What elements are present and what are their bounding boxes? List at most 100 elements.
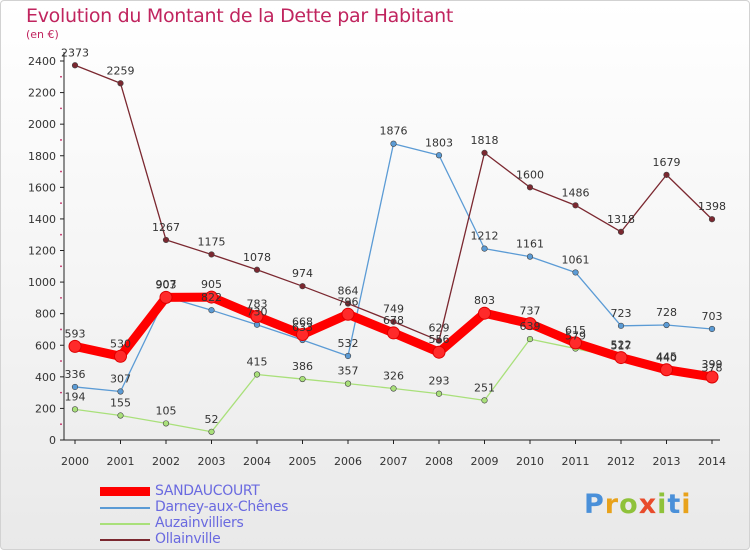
data-label-ollainville: 1078 [243, 251, 271, 264]
data-label-sandaucourt: 445 [656, 351, 677, 364]
y-minor-tick [60, 139, 62, 141]
data-point-auzainvilliers [344, 380, 352, 387]
data-label-sandaucourt: 556 [429, 333, 450, 346]
x-tick-label: 2005 [289, 455, 317, 468]
data-point-darney-aux-chenes [117, 388, 124, 395]
data-label-darney-aux-chenes: 822 [201, 291, 222, 304]
x-tick-label: 2010 [516, 455, 544, 468]
data-point-darney-aux-chenes [708, 325, 716, 333]
data-point-ollainville [390, 318, 397, 325]
legend-label: Ollainville [155, 531, 221, 547]
y-tick-label: 1400 [28, 213, 56, 226]
data-point-ollainville [344, 300, 352, 307]
data-point-ollainville [481, 149, 488, 157]
data-label-darney-aux-chenes: 1212 [471, 230, 499, 243]
data-point-sandaucourt [705, 370, 719, 384]
data-label-darney-aux-chenes: 907 [156, 278, 177, 291]
data-point-auzainvilliers [390, 385, 397, 392]
data-label-auzainvilliers: 378 [702, 361, 723, 374]
x-tick-label: 2006 [334, 455, 362, 468]
x-tick-label: 2011 [562, 455, 590, 468]
y-minor-tick [60, 170, 62, 173]
data-point-sandaucourt [68, 339, 82, 353]
data-point-sandaucourt [296, 328, 309, 342]
data-point-auzainvilliers [162, 420, 170, 427]
data-label-sandaucourt: 668 [292, 316, 313, 329]
y-minor-tick [60, 423, 62, 426]
x-tick-label: 2002 [152, 455, 180, 468]
x-tick-label: 2001 [107, 455, 135, 468]
data-point-ollainville [71, 62, 79, 69]
y-minor-tick [60, 391, 62, 394]
data-label-ollainville: 2373 [61, 46, 89, 59]
data-label-sandaucourt: 522 [611, 339, 632, 352]
data-label-ollainville: 974 [292, 267, 313, 280]
data-label-auzainvilliers: 251 [474, 381, 495, 394]
data-point-ollainville [253, 266, 261, 273]
data-label-darney-aux-chenes: 633 [292, 321, 313, 334]
data-point-sandaucourt [205, 290, 218, 304]
data-label-sandaucourt: 530 [110, 337, 131, 350]
data-point-sandaucourt [478, 306, 491, 320]
y-tick-label: 1600 [28, 181, 56, 194]
proxiti-logo: Proxiti [584, 489, 692, 520]
chart-title: Evolution du Montant de la Dette par Hab… [26, 5, 454, 27]
data-point-sandaucourt [159, 290, 173, 304]
y-minor-tick [60, 328, 62, 331]
data-label-sandaucourt: 903 [156, 278, 177, 291]
x-tick-label: 2014 [698, 455, 726, 468]
data-label-sandaucourt: 678 [383, 314, 404, 327]
data-label-auzainvilliers: 52 [205, 413, 219, 426]
y-tick-label: 2000 [28, 118, 56, 131]
data-point-ollainville [526, 184, 534, 191]
logo-letter: i [657, 489, 668, 520]
logo-letter: P [584, 489, 605, 520]
legend-label: Auzainvilliers [155, 515, 244, 531]
y-tick-label: 600 [35, 339, 56, 352]
y-minor-tick [60, 265, 62, 268]
data-point-ollainville [208, 251, 215, 258]
y-tick-label: 1000 [28, 276, 56, 289]
legend-swatch [100, 487, 150, 496]
data-label-sandaucourt: 905 [201, 278, 222, 291]
legend-swatch [100, 523, 150, 525]
data-label-ollainville: 1818 [471, 134, 499, 147]
data-point-sandaucourt [432, 345, 446, 359]
y-tick-label: 800 [35, 308, 56, 321]
data-label-darney-aux-chenes: 728 [656, 306, 677, 319]
x-tick-label: 2003 [198, 455, 226, 468]
data-point-darney-aux-chenes [71, 383, 79, 391]
data-label-sandaucourt: 796 [338, 295, 359, 308]
x-tick-label: 2007 [380, 455, 408, 468]
logo-letter: o [619, 489, 639, 520]
data-label-ollainville: 749 [383, 303, 404, 316]
data-label-auzainvilliers: 415 [247, 355, 268, 368]
data-point-sandaucourt [341, 307, 355, 321]
data-label-darney-aux-chenes: 723 [611, 307, 632, 320]
data-point-darney-aux-chenes [572, 269, 579, 276]
data-point-auzainvilliers [117, 412, 124, 419]
data-label-darney-aux-chenes: 532 [338, 337, 359, 350]
y-minor-tick [60, 75, 62, 78]
data-point-ollainville [663, 171, 670, 178]
data-point-darney-aux-chenes [481, 245, 488, 252]
data-point-darney-aux-chenes [617, 322, 625, 329]
logo-letter: r [604, 489, 620, 520]
y-tick-label: 0 [49, 434, 56, 447]
data-label-sandaucourt: 803 [474, 294, 495, 307]
legend-label: Darney-aux-Chênes [155, 499, 289, 515]
data-label-auzainvilliers: 517 [611, 339, 632, 352]
data-point-ollainville [617, 228, 625, 235]
x-tick-label: 2004 [243, 455, 271, 468]
y-tick-label: 2200 [28, 87, 56, 100]
x-tick-label: 2012 [607, 455, 635, 468]
data-point-auzainvilliers [253, 371, 261, 378]
data-point-auzainvilliers [435, 390, 443, 397]
data-point-sandaucourt [250, 309, 264, 323]
data-point-sandaucourt [660, 363, 673, 377]
data-label-darney-aux-chenes: 1061 [562, 253, 590, 266]
legend-swatch [100, 507, 150, 509]
logo-letter: i [681, 489, 692, 520]
